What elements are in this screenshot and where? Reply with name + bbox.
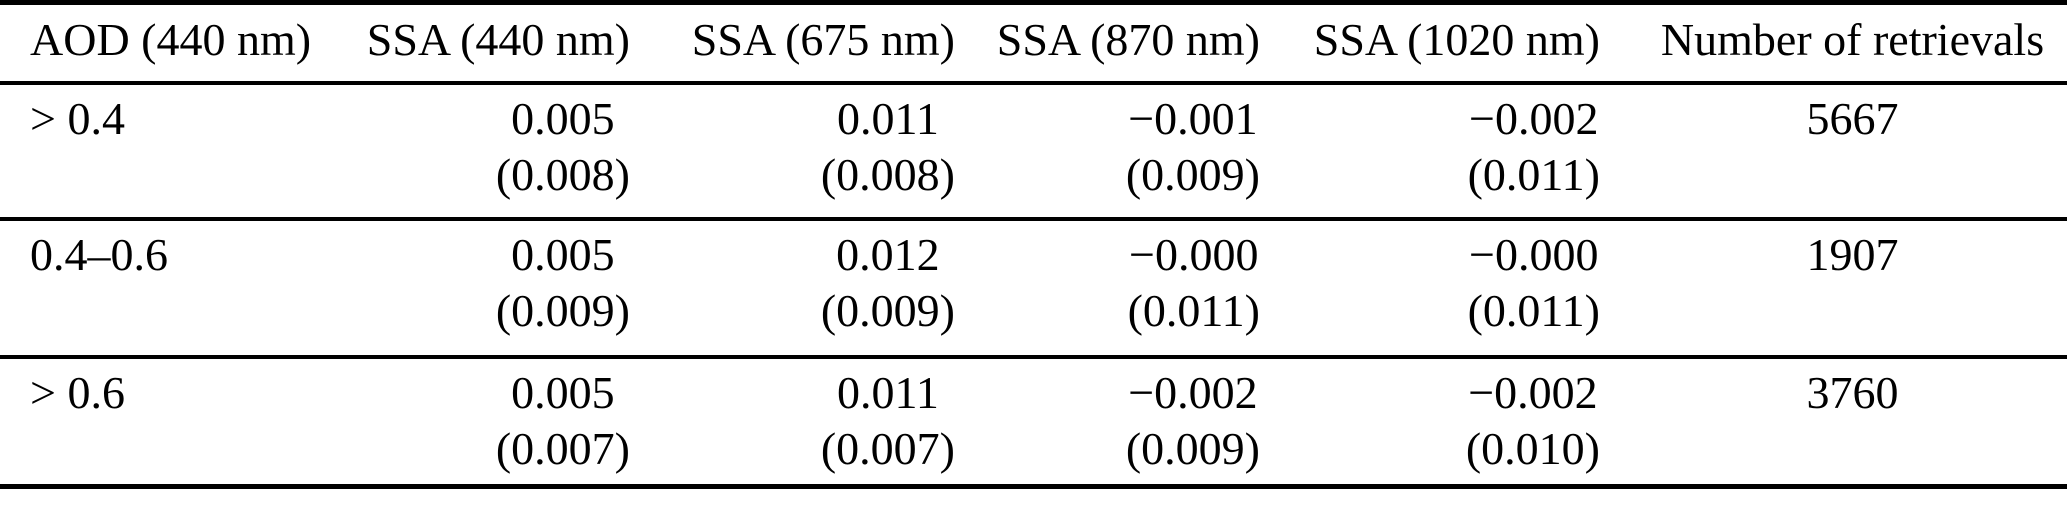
uncertainty-value: (0.009) bbox=[495, 284, 630, 336]
bias-value: 0.005 bbox=[511, 92, 615, 144]
col-header-ssa-440nm: SSA (440 nm) bbox=[366, 14, 630, 65]
bias-value: 0.011 bbox=[837, 366, 939, 418]
uncertainty-value: (0.008) bbox=[820, 148, 955, 200]
aod-range-cell: > 0.4 bbox=[30, 92, 125, 144]
bias-value: −0.002 bbox=[1468, 366, 1598, 418]
table-row: > 0.6 0.005 (0.007) 0.011 (0.007) −0.002 bbox=[0, 357, 2067, 487]
bias-value: −0.002 bbox=[1469, 92, 1599, 144]
bias-value: 0.005 bbox=[511, 228, 615, 280]
bias-value: −0.000 bbox=[1129, 228, 1259, 280]
value-pair: −0.002 (0.010) bbox=[1466, 365, 1600, 477]
value-cell: 0.005 (0.008) bbox=[330, 83, 650, 219]
value-cell: −0.001 (0.009) bbox=[975, 83, 1280, 219]
bias-value: 0.011 bbox=[837, 92, 939, 144]
retrievals-cell: 5667 bbox=[1806, 92, 1899, 144]
value-cell: 0.005 (0.009) bbox=[330, 219, 650, 357]
value-cell: 0.012 (0.009) bbox=[650, 219, 975, 357]
value-pair: −0.002 (0.011) bbox=[1468, 91, 1600, 203]
uncertainty-value: (0.010) bbox=[1465, 422, 1600, 474]
bias-value: −0.001 bbox=[1128, 92, 1258, 144]
bias-value: −0.000 bbox=[1469, 228, 1599, 280]
value-pair: 0.005 (0.009) bbox=[496, 227, 630, 339]
retrievals-cell: 1907 bbox=[1806, 228, 1899, 280]
value-cell: −0.002 (0.011) bbox=[1280, 83, 1620, 219]
bias-value: 0.005 bbox=[511, 366, 615, 418]
uncertainty-value: (0.007) bbox=[495, 422, 630, 474]
value-cell: 0.011 (0.008) bbox=[650, 83, 975, 219]
col-header-ssa-1020nm: SSA (1020 nm) bbox=[1313, 14, 1600, 65]
value-cell: 0.005 (0.007) bbox=[330, 357, 650, 487]
value-cell: 0.011 (0.007) bbox=[650, 357, 975, 487]
value-pair: −0.001 (0.009) bbox=[1126, 91, 1260, 203]
col-header-ssa-870nm: SSA (870 nm) bbox=[996, 14, 1260, 65]
aod-range-cell: > 0.6 bbox=[30, 366, 125, 418]
aod-range-cell: 0.4–0.6 bbox=[30, 228, 168, 280]
table-row: > 0.4 0.005 (0.008) 0.011 (0.008) −0.001 bbox=[0, 83, 2067, 219]
uncertainty-value: (0.008) bbox=[495, 148, 630, 200]
uncertainty-value: (0.009) bbox=[820, 284, 955, 336]
uncertainty-value: (0.007) bbox=[820, 422, 955, 474]
value-pair: −0.002 (0.009) bbox=[1126, 365, 1260, 477]
value-pair: 0.005 (0.007) bbox=[496, 365, 630, 477]
col-header-ssa-675nm: SSA (675 nm) bbox=[691, 14, 955, 65]
uncertainty-value: (0.009) bbox=[1125, 148, 1260, 200]
uncertainty-value: (0.009) bbox=[1125, 422, 1260, 474]
bias-value: −0.002 bbox=[1128, 366, 1258, 418]
uncertainty-value: (0.011) bbox=[1127, 284, 1260, 336]
value-pair: 0.011 (0.008) bbox=[821, 91, 955, 203]
value-pair: −0.000 (0.011) bbox=[1468, 227, 1600, 339]
table-row: 0.4–0.6 0.005 (0.009) 0.012 (0.009) −0.0 bbox=[0, 219, 2067, 357]
bias-value: 0.012 bbox=[836, 228, 940, 280]
col-header-num-retrievals: Number of retrievals bbox=[1660, 14, 2045, 65]
value-pair: 0.011 (0.007) bbox=[821, 365, 955, 477]
value-cell: −0.000 (0.011) bbox=[1280, 219, 1620, 357]
header-row: AOD (440 nm) SSA (440 nm) SSA (675 nm) S… bbox=[0, 3, 2067, 83]
col-header-aod-440nm: AOD (440 nm) bbox=[30, 14, 312, 65]
value-pair: −0.000 (0.011) bbox=[1128, 227, 1260, 339]
value-pair: 0.012 (0.009) bbox=[821, 227, 955, 339]
uncertainty-value: (0.011) bbox=[1467, 284, 1600, 336]
value-pair: 0.005 (0.008) bbox=[496, 91, 630, 203]
ssa-bias-table: AOD (440 nm) SSA (440 nm) SSA (675 nm) S… bbox=[0, 0, 2067, 489]
value-cell: −0.002 (0.010) bbox=[1280, 357, 1620, 487]
value-cell: −0.002 (0.009) bbox=[975, 357, 1280, 487]
retrievals-cell: 3760 bbox=[1806, 366, 1899, 418]
uncertainty-value: (0.011) bbox=[1467, 148, 1600, 200]
value-cell: −0.000 (0.011) bbox=[975, 219, 1280, 357]
